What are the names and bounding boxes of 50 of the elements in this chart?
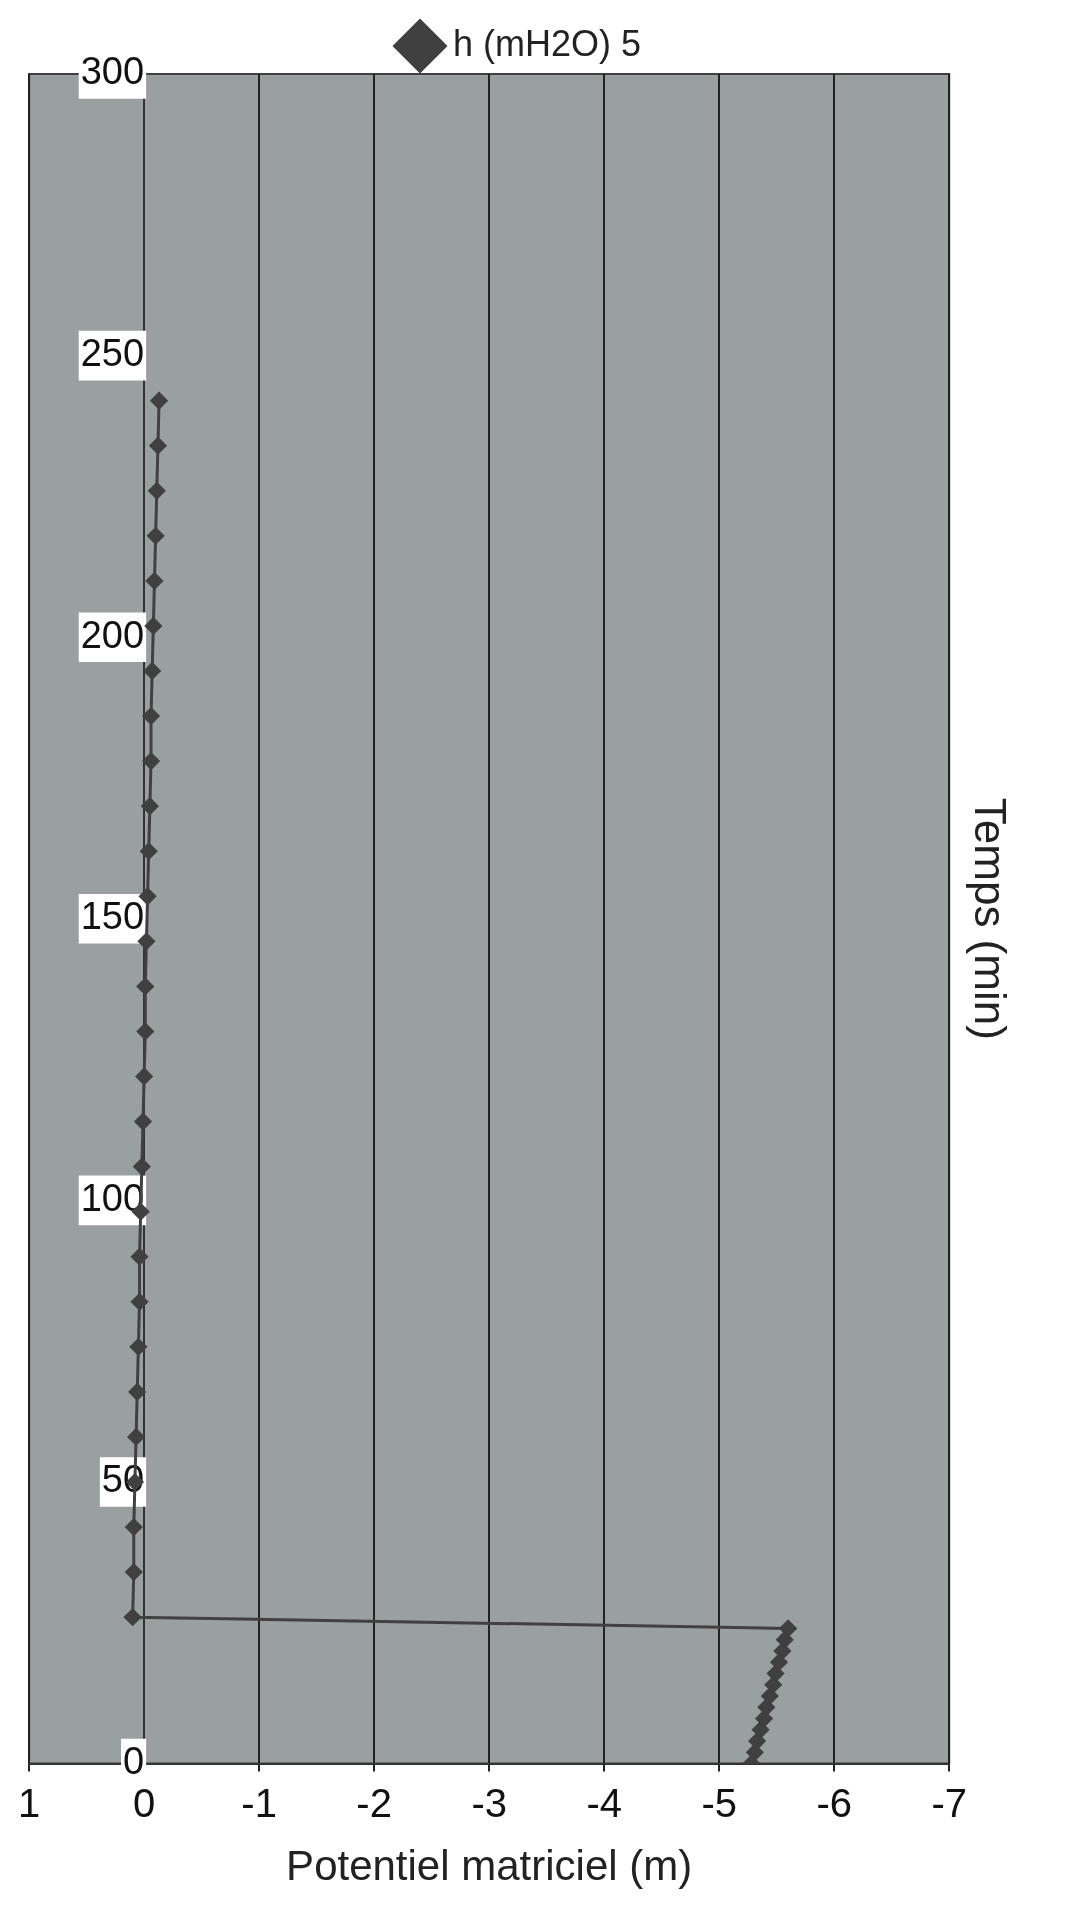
- y-tick-label: 150: [80, 895, 145, 938]
- point: [131, 1248, 149, 1266]
- x-tick-label: -2: [356, 1780, 392, 1825]
- point: [141, 797, 159, 815]
- point: [125, 1563, 143, 1581]
- point: [124, 1608, 142, 1626]
- point: [144, 617, 162, 635]
- point: [134, 1113, 152, 1131]
- point: [127, 1428, 145, 1446]
- point: [136, 1022, 154, 1040]
- point: [770, 1653, 788, 1671]
- x-tick-label: -7: [931, 1780, 967, 1825]
- point: [776, 1631, 794, 1649]
- y-tick-label: 250: [80, 332, 145, 375]
- point: [149, 437, 167, 455]
- point: [137, 932, 155, 950]
- x-tick-label: -5: [701, 1780, 737, 1825]
- x-tick-label: 1: [18, 1780, 41, 1825]
- point: [761, 1687, 779, 1705]
- point: [133, 1158, 151, 1176]
- x-tick-label: -1: [241, 1780, 277, 1825]
- point: [764, 1676, 782, 1694]
- point: [142, 707, 160, 725]
- point: [136, 977, 154, 995]
- y-tick-label: 0: [122, 1740, 145, 1783]
- point: [143, 662, 161, 680]
- y-tick-label: 200: [80, 613, 145, 656]
- point: [131, 1293, 149, 1311]
- point: [125, 1518, 143, 1536]
- point: [757, 1698, 775, 1716]
- legend-label: h (mH2O) 5: [452, 22, 642, 64]
- point: [779, 1619, 797, 1637]
- x-axis-title: Potentiel matriciel (m): [286, 1842, 693, 1890]
- x-tick-label: -4: [586, 1780, 622, 1825]
- point: [135, 1068, 153, 1085]
- point: [147, 527, 165, 545]
- point: [129, 1338, 147, 1356]
- point: [140, 842, 158, 860]
- y-tick-label: 300: [80, 50, 145, 93]
- point: [142, 752, 160, 770]
- x-tick-label: -3: [471, 1780, 507, 1825]
- point: [748, 1732, 766, 1750]
- point: [128, 1383, 146, 1401]
- point: [767, 1664, 785, 1682]
- point: [148, 482, 166, 500]
- point: [752, 1721, 770, 1739]
- point: [145, 572, 163, 590]
- point: [150, 392, 168, 410]
- y-axis-title: Temps (min): [966, 797, 1016, 1040]
- x-tick-label: -6: [816, 1780, 852, 1825]
